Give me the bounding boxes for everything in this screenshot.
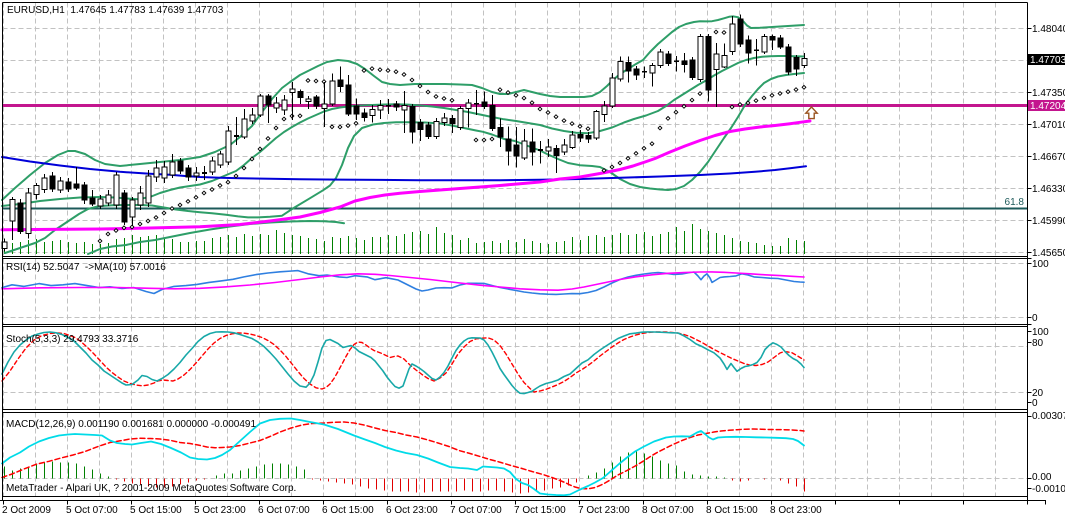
svg-text:RSI(14) 52.5047 ->MA(10) 57.0: RSI(14) 52.5047 ->MA(10) 57.0016 bbox=[6, 262, 166, 273]
svg-text:1.47010: 1.47010 bbox=[1032, 120, 1065, 131]
svg-text:80: 80 bbox=[1032, 338, 1044, 349]
svg-text:1.46670: 1.46670 bbox=[1032, 152, 1065, 163]
svg-text:5 Oct 07:00: 5 Oct 07:00 bbox=[66, 505, 118, 516]
svg-text:7 Oct 23:00: 7 Oct 23:00 bbox=[578, 505, 630, 516]
svg-text:8 Oct 23:00: 8 Oct 23:00 bbox=[770, 505, 822, 516]
svg-text:0: 0 bbox=[1032, 398, 1038, 409]
svg-text:7 Oct 07:00: 7 Oct 07:00 bbox=[450, 505, 502, 516]
svg-text:0: 0 bbox=[1032, 313, 1038, 324]
svg-text:1.47350: 1.47350 bbox=[1032, 88, 1065, 99]
svg-text:0.00: 0.00 bbox=[1032, 472, 1052, 483]
svg-text:EURUSD,H1 1.47645 1.47783 1.4: EURUSD,H1 1.47645 1.47783 1.47639 1.4770… bbox=[7, 5, 224, 16]
svg-text:MACD(12,26,9) 0.001190 0.00168: MACD(12,26,9) 0.001190 0.001681 0.000000… bbox=[6, 419, 256, 430]
svg-text:1.46330: 1.46330 bbox=[1032, 184, 1065, 195]
svg-text:8 Oct 15:00: 8 Oct 15:00 bbox=[706, 505, 758, 516]
svg-text:100: 100 bbox=[1032, 259, 1049, 270]
svg-text:1.45990: 1.45990 bbox=[1032, 216, 1065, 227]
svg-text:MetaTrader - Alpari UK, ? 2001: MetaTrader - Alpari UK, ? 2001-2009 Meta… bbox=[6, 483, 296, 494]
svg-text:5 Oct 15:00: 5 Oct 15:00 bbox=[130, 505, 182, 516]
svg-text:6 Oct 23:00: 6 Oct 23:00 bbox=[386, 505, 438, 516]
svg-text:6 Oct 07:00: 6 Oct 07:00 bbox=[258, 505, 310, 516]
svg-text:2 Oct 2009: 2 Oct 2009 bbox=[2, 505, 51, 516]
svg-text:8 Oct 07:00: 8 Oct 07:00 bbox=[642, 505, 694, 516]
svg-text:1.47204: 1.47204 bbox=[1030, 101, 1065, 112]
svg-text:0.00307: 0.00307 bbox=[1032, 411, 1065, 422]
svg-text:1.45650: 1.45650 bbox=[1032, 248, 1065, 259]
svg-text:1.48040: 1.48040 bbox=[1032, 24, 1065, 35]
svg-text:100: 100 bbox=[1032, 327, 1049, 338]
svg-text:5 Oct 23:00: 5 Oct 23:00 bbox=[194, 505, 246, 516]
svg-text:7 Oct 15:00: 7 Oct 15:00 bbox=[514, 505, 566, 516]
svg-text:6 Oct 15:00: 6 Oct 15:00 bbox=[322, 505, 374, 516]
svg-text:61.8: 61.8 bbox=[1005, 197, 1025, 208]
svg-text:1.47703: 1.47703 bbox=[1030, 55, 1065, 66]
svg-text:20: 20 bbox=[1032, 388, 1044, 399]
svg-text:Stoch(5,3,3) 29.4793 33.3716: Stoch(5,3,3) 29.4793 33.3716 bbox=[6, 334, 139, 345]
